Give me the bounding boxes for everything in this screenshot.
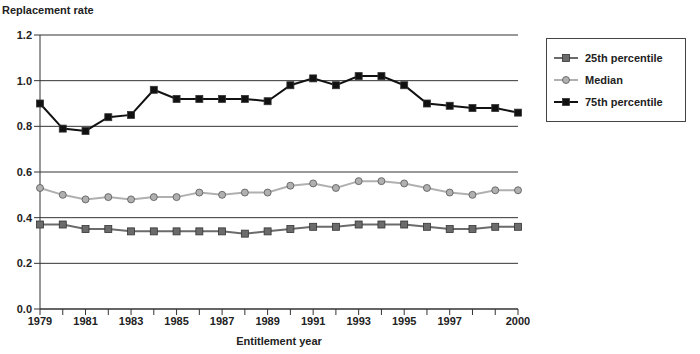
html-text:75th percentile: 75th percentile xyxy=(585,96,663,108)
svg-text:1981: 1981 xyxy=(73,315,97,327)
html-text:Replacement rate: Replacement rate xyxy=(2,4,94,16)
svg-text:1997: 1997 xyxy=(437,315,461,327)
svg-text:0.2: 0.2 xyxy=(17,257,32,269)
html-text:25th percentile: 25th percentile xyxy=(585,52,663,64)
svg-text:0.0: 0.0 xyxy=(17,303,32,315)
svg-text:2000: 2000 xyxy=(506,315,530,327)
svg-text:1991: 1991 xyxy=(301,315,325,327)
svg-text:1979: 1979 xyxy=(28,315,52,327)
svg-text:1.0: 1.0 xyxy=(17,75,32,87)
svg-text:0.6: 0.6 xyxy=(17,166,32,178)
html-text:Median: Median xyxy=(585,74,623,86)
svg-text:1995: 1995 xyxy=(392,315,416,327)
svg-text:0.8: 0.8 xyxy=(17,120,32,132)
svg-text:Entitlement year: Entitlement year xyxy=(236,335,322,347)
svg-text:1987: 1987 xyxy=(210,315,234,327)
svg-text:1.2: 1.2 xyxy=(17,29,32,41)
svg-text:1985: 1985 xyxy=(164,315,188,327)
svg-text:1993: 1993 xyxy=(346,315,370,327)
svg-text:0.4: 0.4 xyxy=(17,212,33,224)
svg-text:1983: 1983 xyxy=(119,315,143,327)
svg-text:1989: 1989 xyxy=(255,315,279,327)
